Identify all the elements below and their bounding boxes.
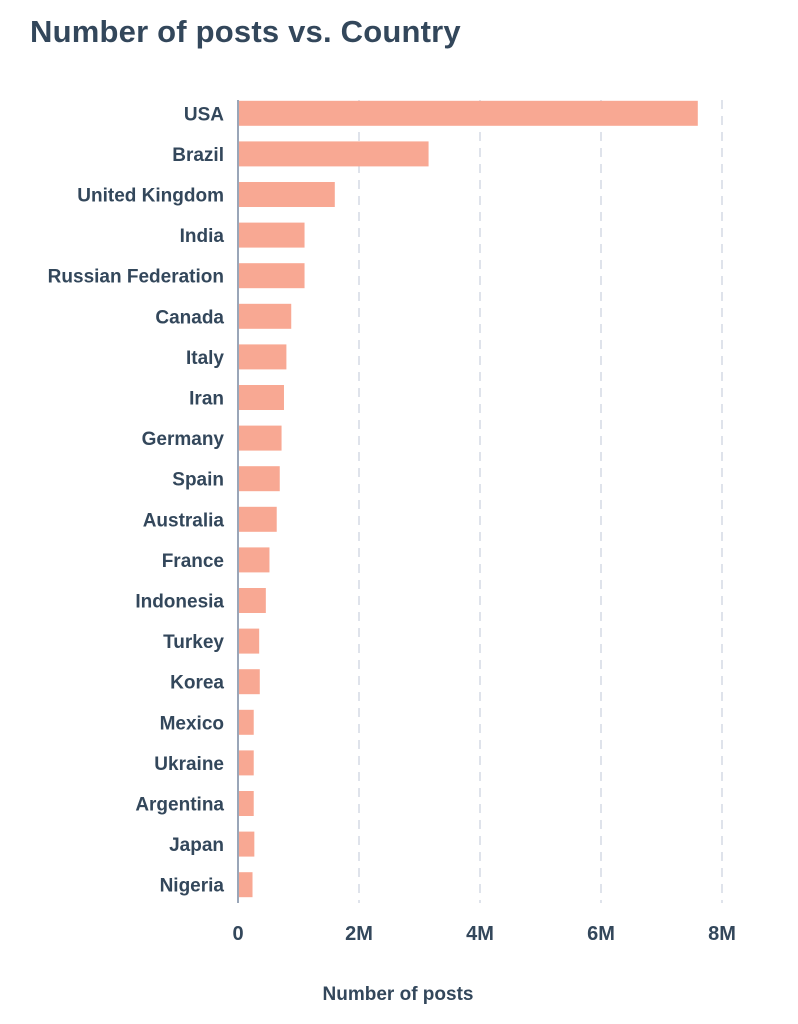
bar (238, 344, 287, 370)
bar (238, 588, 266, 613)
y-tick-label: Spain (172, 470, 224, 491)
bar (238, 750, 254, 776)
bar (238, 303, 292, 329)
bar (238, 263, 305, 289)
y-tick-label: France (162, 551, 224, 572)
bars (238, 100, 698, 898)
bar (238, 466, 280, 492)
bar (238, 141, 429, 167)
bar (238, 182, 335, 207)
chart-title: Number of posts vs. Country (30, 14, 461, 49)
x-tick-label: 0 (232, 923, 243, 945)
y-tick-label: India (180, 226, 225, 247)
y-tick-label: Turkey (163, 632, 224, 653)
y-tick-label: Russian Federation (48, 267, 224, 288)
y-tick-label: United Kingdom (77, 186, 224, 207)
bar (238, 506, 277, 532)
bar (238, 547, 270, 573)
y-tick-label: Mexico (160, 713, 224, 734)
y-tick-label: Iran (189, 389, 224, 410)
y-tick-labels: USA Brazil United Kingdom India Russian Fede… (48, 104, 225, 896)
bar (238, 100, 698, 126)
x-tick-label: 6M (587, 923, 615, 945)
y-tick-label: Nigeria (160, 876, 225, 897)
x-tick-label: 2M (345, 923, 373, 945)
x-tick-label: 8M (708, 923, 736, 945)
bar (238, 425, 282, 451)
y-tick-label: Ukraine (154, 754, 224, 775)
y-tick-label: Australia (143, 510, 225, 531)
x-axis-title: Number of posts (323, 984, 474, 1005)
y-tick-label: Korea (170, 673, 224, 694)
bar (238, 669, 260, 695)
bar (238, 222, 305, 248)
gridlines (358, 100, 723, 903)
bar (238, 385, 284, 410)
y-tick-label: Argentina (135, 795, 224, 816)
x-tick-label: 4M (466, 923, 494, 945)
y-tick-label: Italy (186, 348, 224, 369)
y-tick-label: Japan (169, 835, 224, 856)
y-tick-label: Brazil (172, 145, 224, 166)
bar (238, 628, 260, 654)
x-tick-labels: 0 2M 4M 6M 8M (232, 923, 735, 945)
y-tick-label: USA (184, 104, 224, 125)
bar (238, 791, 254, 816)
bar (238, 872, 253, 898)
bar (238, 831, 255, 857)
y-tick-label: Indonesia (135, 592, 224, 613)
y-tick-label: Germany (142, 429, 225, 450)
y-tick-label: Canada (155, 307, 224, 328)
bar (238, 709, 254, 735)
